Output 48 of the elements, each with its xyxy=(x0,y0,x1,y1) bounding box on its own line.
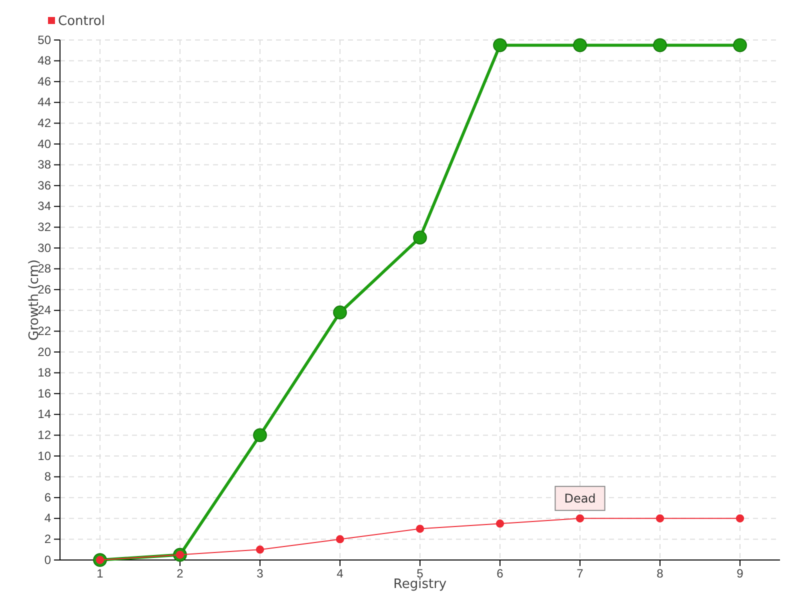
y-tick-label: 34 xyxy=(38,199,52,214)
y-tick-label: 4 xyxy=(44,511,52,526)
y-tick-label: 16 xyxy=(38,386,52,400)
x-tick-label: 2 xyxy=(176,566,184,581)
y-tick-label: 18 xyxy=(38,366,52,380)
y-tick-label: 48 xyxy=(38,54,52,68)
y-tick-label: 0 xyxy=(44,552,52,567)
point xyxy=(736,514,744,522)
point xyxy=(256,546,264,554)
y-tick-label: 38 xyxy=(38,158,52,172)
x-tick-label: 8 xyxy=(656,566,664,581)
y-tick-label: 2 xyxy=(44,532,52,546)
y-tick-label: 10 xyxy=(38,448,52,463)
y-tick-label: 20 xyxy=(38,344,52,359)
y-tick-label: 32 xyxy=(38,220,52,234)
point xyxy=(733,38,747,52)
point xyxy=(333,306,347,320)
point xyxy=(336,535,344,544)
point xyxy=(413,230,427,245)
point xyxy=(573,38,587,52)
x-tick-label: 1 xyxy=(96,566,104,581)
point xyxy=(493,38,507,52)
y-tick-label: 6 xyxy=(44,490,52,504)
x-tick-label: 6 xyxy=(496,566,504,581)
x-tick-label: 9 xyxy=(736,566,744,581)
y-tick-label: 22 xyxy=(38,324,52,338)
y-tick-label: 42 xyxy=(38,116,52,130)
point xyxy=(653,38,667,52)
point xyxy=(253,428,267,442)
x-tick-label: 7 xyxy=(576,566,584,581)
y-tick-label: 46 xyxy=(38,74,52,88)
point xyxy=(416,524,424,533)
y-tick-label: 40 xyxy=(38,136,52,151)
y-tick-label: 12 xyxy=(38,428,52,442)
annotation: Dead xyxy=(564,491,596,506)
y-tick-label: 50 xyxy=(38,32,52,47)
y-tick-label: 36 xyxy=(38,178,52,192)
y-tick-label: 44 xyxy=(38,95,52,110)
legend-label: Control xyxy=(58,14,105,29)
point xyxy=(576,514,584,522)
point xyxy=(656,514,664,522)
x-tick-label: 4 xyxy=(336,566,344,581)
y-tick-label: 14 xyxy=(38,407,52,422)
x-tick-label: 3 xyxy=(256,566,264,581)
y-tick-label: 8 xyxy=(44,470,52,484)
point xyxy=(496,520,504,528)
y-tick-label: 30 xyxy=(38,240,52,255)
y-tick-label: 24 xyxy=(38,303,52,318)
